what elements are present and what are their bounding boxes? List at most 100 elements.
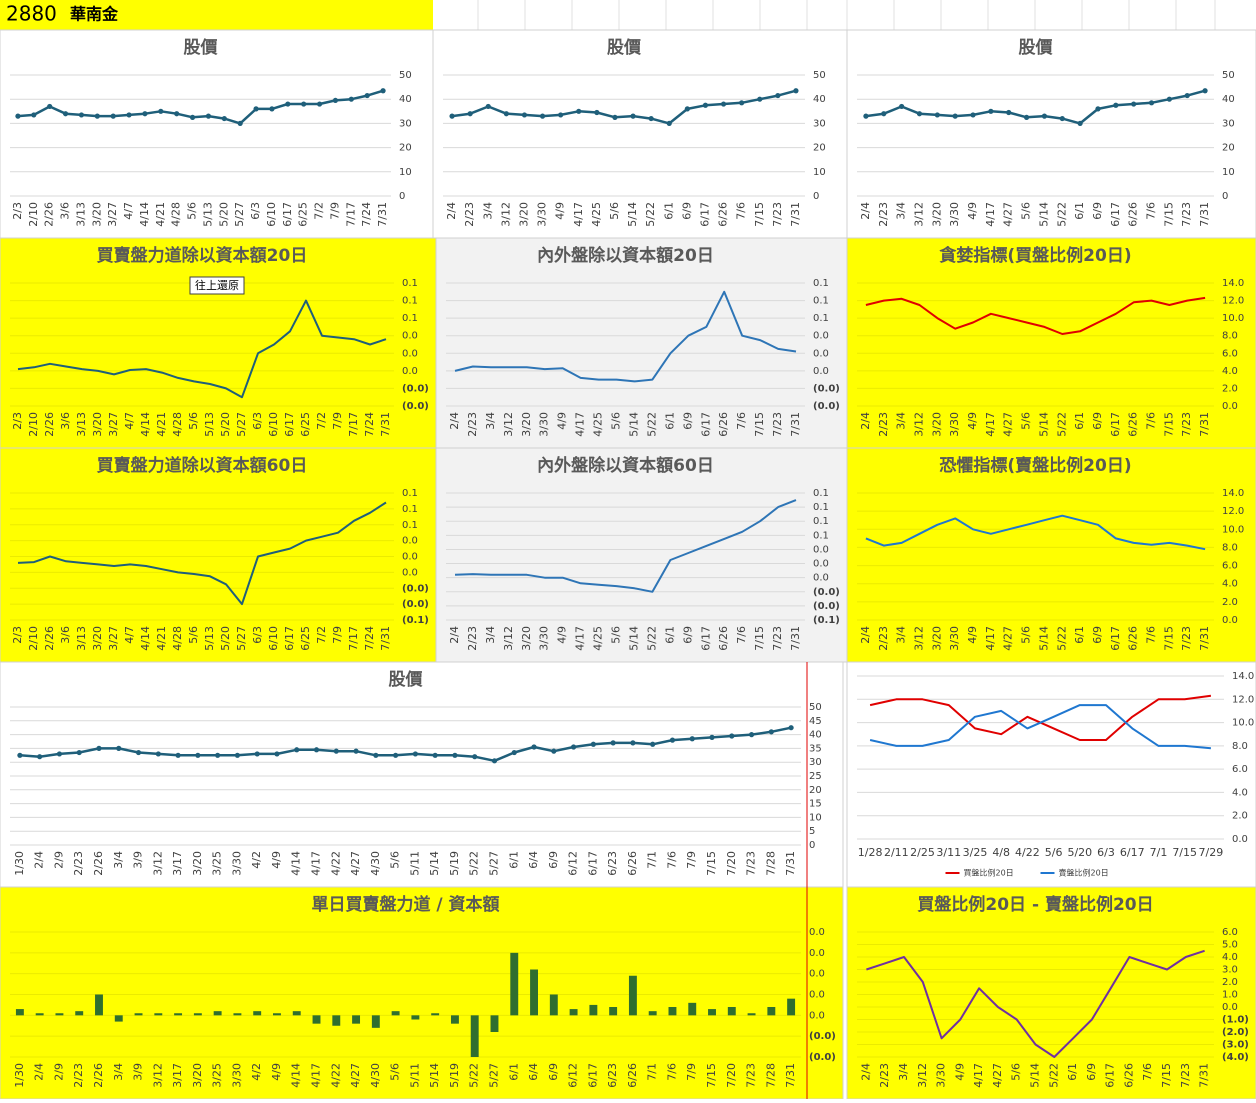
data-point	[155, 751, 161, 757]
y-tick-label: (2.0)	[1222, 1027, 1249, 1038]
x-tick-label: 5/6	[608, 202, 621, 220]
x-tick-label: 6/12	[567, 1063, 580, 1088]
y-tick-label: 0.0	[402, 552, 418, 563]
data-point	[313, 747, 320, 753]
x-tick-label: 6/10	[265, 202, 278, 227]
chart-title: 內外盤除以資本額20日	[537, 245, 714, 266]
x-tick-label: 7/31	[379, 626, 392, 651]
x-tick-label: 4/30	[369, 851, 382, 876]
x-tick-label: 7/15	[753, 626, 766, 651]
x-tick-label: 3/12	[502, 626, 515, 651]
x-tick-label: 6/26	[626, 851, 639, 876]
x-tick-label: 4/17	[984, 626, 997, 651]
x-tick-label: 4/27	[1002, 626, 1015, 651]
bar	[233, 1013, 242, 1016]
x-tick-label: 6/26	[717, 412, 730, 437]
data-line	[17, 89, 384, 125]
data-point	[594, 109, 600, 116]
x-tick-label: 6/17	[586, 851, 599, 876]
x-tick-label: 2/26	[92, 851, 105, 876]
data-point	[1095, 106, 1101, 112]
x-tick-label: 6/9	[681, 626, 694, 644]
data-line	[17, 501, 387, 606]
data-line	[865, 514, 1206, 551]
y-tick-label: 0.0	[1222, 401, 1238, 412]
x-tick-label: 7/9	[328, 202, 341, 220]
x-tick-label: 7/9	[331, 626, 344, 644]
data-point	[412, 751, 418, 757]
data-point	[612, 114, 618, 120]
x-tick-label: 5/22	[468, 851, 481, 876]
x-tick-label: 4/8	[992, 846, 1010, 859]
bar	[352, 1015, 361, 1024]
y-tick-label: 10.0	[1222, 313, 1244, 324]
y-tick-label: 0.1	[402, 488, 418, 499]
y-tick-label: 6.0	[1222, 561, 1238, 572]
x-tick-label: 7/31	[784, 1063, 797, 1088]
x-tick-label: 2/4	[859, 202, 872, 220]
y-tick-label: 0	[399, 191, 405, 202]
data-point	[116, 745, 122, 752]
x-tick-label: 2/3	[11, 626, 24, 644]
y-tick-label: 2.0	[1222, 977, 1238, 988]
x-tick-label: 7/23	[771, 626, 784, 651]
x-tick-label: 5/6	[187, 626, 200, 644]
bar	[134, 1013, 143, 1016]
x-tick-label: 3/30	[230, 1063, 243, 1088]
data-line	[869, 704, 1211, 750]
x-tick-label: 3/9	[132, 851, 145, 869]
x-tick-label: 5/22	[644, 202, 657, 227]
x-tick-label: 4/28	[170, 202, 183, 227]
y-tick-label: 4.0	[1222, 579, 1238, 590]
x-tick-label: 6/10	[267, 412, 280, 437]
data-point	[684, 106, 690, 112]
y-tick-label: 0.1	[813, 530, 829, 541]
chart-panel: 單日買賣盤力道 / 資本額 (0.0) (0.0) 0.0 0.0 0.0 0.0 0.0 1/…	[0, 886, 844, 1100]
x-tick-label: 6/9	[1091, 626, 1104, 644]
x-tick-label: 4/9	[270, 851, 283, 869]
x-tick-label: 6/1	[1066, 1063, 1079, 1081]
y-tick-label: 0.1	[402, 296, 418, 307]
y-tick-label: 25	[809, 771, 822, 782]
bar	[75, 1011, 84, 1016]
bar	[450, 1015, 459, 1024]
x-tick-label: 5/19	[448, 1063, 461, 1088]
data-point	[364, 92, 370, 99]
x-tick-label: 3/12	[151, 851, 164, 876]
x-tick-label: 2/23	[877, 202, 890, 227]
x-tick-label: 7/24	[363, 412, 376, 437]
chart-panel: 股價 0 10 20 30 40 50 2/4 2/23 3/4 3/12 3/20 3/30 4/9 4/…	[846, 29, 1256, 239]
y-tick-label: 0	[809, 840, 815, 851]
data-point	[175, 752, 181, 758]
x-tick-label: 7/6	[1145, 412, 1158, 430]
x-tick-label: 2/26	[43, 412, 56, 437]
y-tick-label: 0.0	[1232, 834, 1248, 845]
x-tick-label: 5/6	[1020, 202, 1033, 220]
x-tick-label: 5/6	[389, 1063, 402, 1081]
x-tick-label: 5/27	[487, 1063, 500, 1088]
x-tick-label: 3/20	[91, 626, 104, 651]
y-tick-label: 5	[809, 826, 815, 837]
data-point	[952, 113, 958, 119]
y-tick-label: 50	[813, 70, 826, 81]
x-tick-label: 3/25	[211, 1063, 224, 1088]
chart-title: 股價	[607, 37, 642, 58]
x-tick-label: 2/10	[27, 626, 40, 651]
x-tick-label: 4/27	[1002, 202, 1015, 227]
x-tick-label: 5/22	[1047, 1063, 1060, 1088]
data-point	[393, 752, 399, 758]
y-tick-label: (0.0)	[813, 587, 840, 598]
x-tick-label: 7/31	[784, 851, 797, 876]
y-tick-label: (0.0)	[809, 1052, 836, 1063]
data-point	[863, 113, 869, 119]
header-bar	[0, 0, 433, 30]
y-tick-label: 40	[813, 94, 826, 105]
data-point	[432, 752, 438, 758]
x-tick-label: 5/14	[627, 412, 640, 437]
data-point	[648, 115, 654, 122]
x-tick-label: 2/4	[448, 412, 461, 430]
x-tick-label: 5/14	[428, 851, 441, 876]
data-point	[539, 113, 546, 119]
y-tick-label: 0.0	[809, 969, 825, 980]
x-tick-label: 2/9	[52, 1063, 65, 1081]
